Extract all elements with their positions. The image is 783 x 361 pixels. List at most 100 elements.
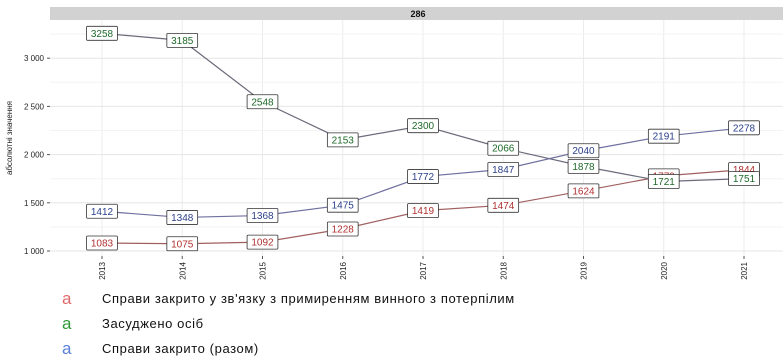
data-label-box: [166, 210, 199, 225]
data-label-box: [487, 161, 520, 177]
data-label: 1624: [567, 183, 600, 199]
data-label: 1878: [567, 158, 600, 174]
data-label: 1083: [86, 235, 118, 251]
legend-label: Справи закрито у зв'язку з примиренням в…: [102, 291, 515, 306]
legend-key: a: [62, 338, 72, 358]
y-tick-label: 1 500: [24, 199, 45, 208]
data-label-text: 3258: [91, 29, 114, 40]
data-label-box: [407, 203, 439, 219]
x-tick-label: 2015: [259, 261, 268, 279]
data-label-box: [728, 171, 760, 187]
facet-strip-label: 286: [410, 9, 425, 19]
data-label-box: [326, 221, 359, 237]
data-label-text: 1844: [733, 165, 756, 176]
y-tick-label: 2 000: [24, 151, 45, 160]
data-label: 2278: [728, 120, 760, 136]
data-label-text: 1412: [91, 207, 114, 218]
data-label-box: [567, 143, 600, 159]
y-axis-label: абсолютні значення: [5, 101, 14, 175]
data-label-box: [567, 158, 600, 174]
data-label: 3185: [166, 32, 199, 48]
data-label-box: [487, 197, 520, 213]
data-label-text: 1348: [171, 213, 194, 224]
data-label-text: 1474: [492, 201, 515, 212]
data-label: 2066: [487, 140, 520, 156]
data-label-box: [86, 25, 118, 41]
data-label: 2153: [326, 132, 359, 148]
data-label-text: 1475: [332, 201, 355, 212]
legend-key: a: [62, 288, 72, 308]
data-label-box: [246, 94, 279, 110]
data-label-box: [246, 234, 279, 250]
x-tick-label: 2020: [660, 261, 669, 279]
data-label-box: [326, 132, 359, 148]
data-label-text: 1878: [572, 162, 595, 173]
legend-item: a Справи закрито у зв'язку з примиренням …: [62, 286, 515, 311]
data-label-box: [407, 169, 439, 184]
data-label: 1751: [728, 171, 760, 187]
data-label-text: 2153: [332, 135, 355, 146]
legend-item: a Справи закрито (разом): [62, 336, 515, 361]
data-label-text: 3185: [171, 36, 194, 47]
data-label-text: 2040: [572, 146, 595, 157]
data-label: 1368: [246, 208, 279, 223]
x-tick-label: 2019: [580, 261, 589, 279]
data-label: 1348: [166, 210, 199, 225]
data-label-text: 1847: [492, 165, 515, 176]
data-label-text: 1083: [91, 238, 114, 249]
data-label-text: 2300: [412, 121, 435, 132]
y-tick-label: 3 000: [24, 54, 45, 63]
legend-label: Засуджено осіб: [102, 316, 204, 331]
data-label-box: [728, 120, 760, 136]
data-label: 1772: [407, 169, 439, 184]
data-label: 1412: [86, 203, 118, 219]
data-label-box: [86, 235, 118, 251]
data-label-text: 2548: [251, 97, 274, 108]
x-tick-label: 2013: [98, 261, 107, 279]
data-label: 2191: [647, 128, 680, 144]
data-label-box: [487, 140, 520, 156]
data-label-text: 1075: [171, 239, 194, 250]
facet-strip: [50, 7, 783, 20]
data-label: 3258: [86, 25, 118, 41]
data-label-box: [86, 203, 118, 219]
data-label: 2300: [407, 118, 439, 134]
legend-key: a: [62, 313, 72, 333]
data-label-box: [567, 183, 600, 199]
x-tick-label: 2016: [339, 261, 348, 279]
data-label: 1075: [166, 236, 199, 252]
data-label: 1474: [487, 197, 520, 213]
y-tick-label: 1 000: [24, 247, 45, 256]
y-tick-label: 2 500: [24, 102, 45, 111]
data-label: 1092: [246, 234, 279, 250]
legend-item: a Засуджено осіб: [62, 311, 515, 336]
data-label-box: [647, 174, 680, 189]
data-label-text: 2066: [492, 144, 515, 155]
data-label-text: 2191: [653, 132, 676, 143]
data-label: 2040: [567, 143, 600, 159]
data-label: 1475: [326, 197, 359, 213]
data-label-text: 1228: [332, 225, 355, 236]
data-label-text: 1624: [572, 186, 595, 197]
x-tick-label: 2018: [499, 261, 508, 279]
data-label-box: [326, 197, 359, 213]
data-label-text: 1368: [251, 211, 274, 222]
data-label-box: [407, 118, 439, 134]
data-label-box: [246, 208, 279, 223]
data-label-text: 1751: [733, 174, 756, 185]
data-label-text: 1092: [251, 238, 274, 249]
x-tick-label: 2021: [740, 261, 749, 279]
data-label-text: 1772: [412, 172, 435, 183]
data-label-box: [166, 32, 199, 48]
data-label-text: 1721: [653, 177, 676, 188]
data-label-text: 1419: [412, 206, 435, 217]
x-tick-label: 2014: [178, 261, 187, 279]
data-label-text: 2278: [733, 123, 756, 134]
data-label-box: [166, 236, 199, 252]
legend-label: Справи закрито (разом): [102, 341, 259, 356]
x-tick-label: 2017: [419, 261, 428, 279]
legend: a Справи закрито у зв'язку з примиренням …: [62, 286, 515, 361]
data-label: 2548: [246, 94, 279, 110]
data-label: 1721: [647, 174, 680, 189]
